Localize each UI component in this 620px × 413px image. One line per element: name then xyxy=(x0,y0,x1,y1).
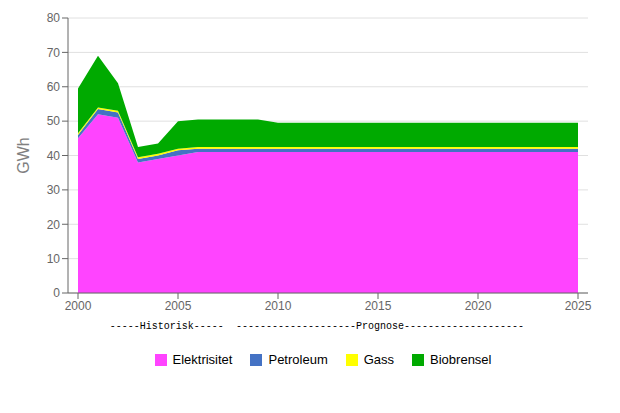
html-text:--------------------Prognose--: --------------------Prognose------------… xyxy=(236,321,524,332)
svg-text:0: 0 xyxy=(53,286,60,300)
html-text:Biobrensel: Biobrensel xyxy=(430,352,492,367)
svg-text:2020: 2020 xyxy=(465,299,492,313)
html-text:-----Historisk-----: -----Historisk----- xyxy=(109,321,224,332)
svg-text:30: 30 xyxy=(47,183,61,197)
html-text:Gass: Gass xyxy=(363,352,395,367)
html-text:Petroleum: Petroleum xyxy=(268,352,328,367)
svg-text:2000: 2000 xyxy=(65,299,92,313)
svg-text:2005: 2005 xyxy=(165,299,192,313)
svg-text:GWh: GWh xyxy=(15,137,32,173)
svg-text:60: 60 xyxy=(47,80,61,94)
svg-text:10: 10 xyxy=(47,252,61,266)
svg-text:40: 40 xyxy=(47,149,61,163)
html-text:Elektrisitet: Elektrisitet xyxy=(172,352,233,367)
svg-text:50: 50 xyxy=(47,114,61,128)
svg-text:80: 80 xyxy=(47,11,61,25)
svg-text:2015: 2015 xyxy=(365,299,392,313)
svg-text:20: 20 xyxy=(47,218,61,232)
svg-text:70: 70 xyxy=(47,46,61,60)
svg-text:2025: 2025 xyxy=(565,299,592,313)
svg-text:2010: 2010 xyxy=(265,299,292,313)
